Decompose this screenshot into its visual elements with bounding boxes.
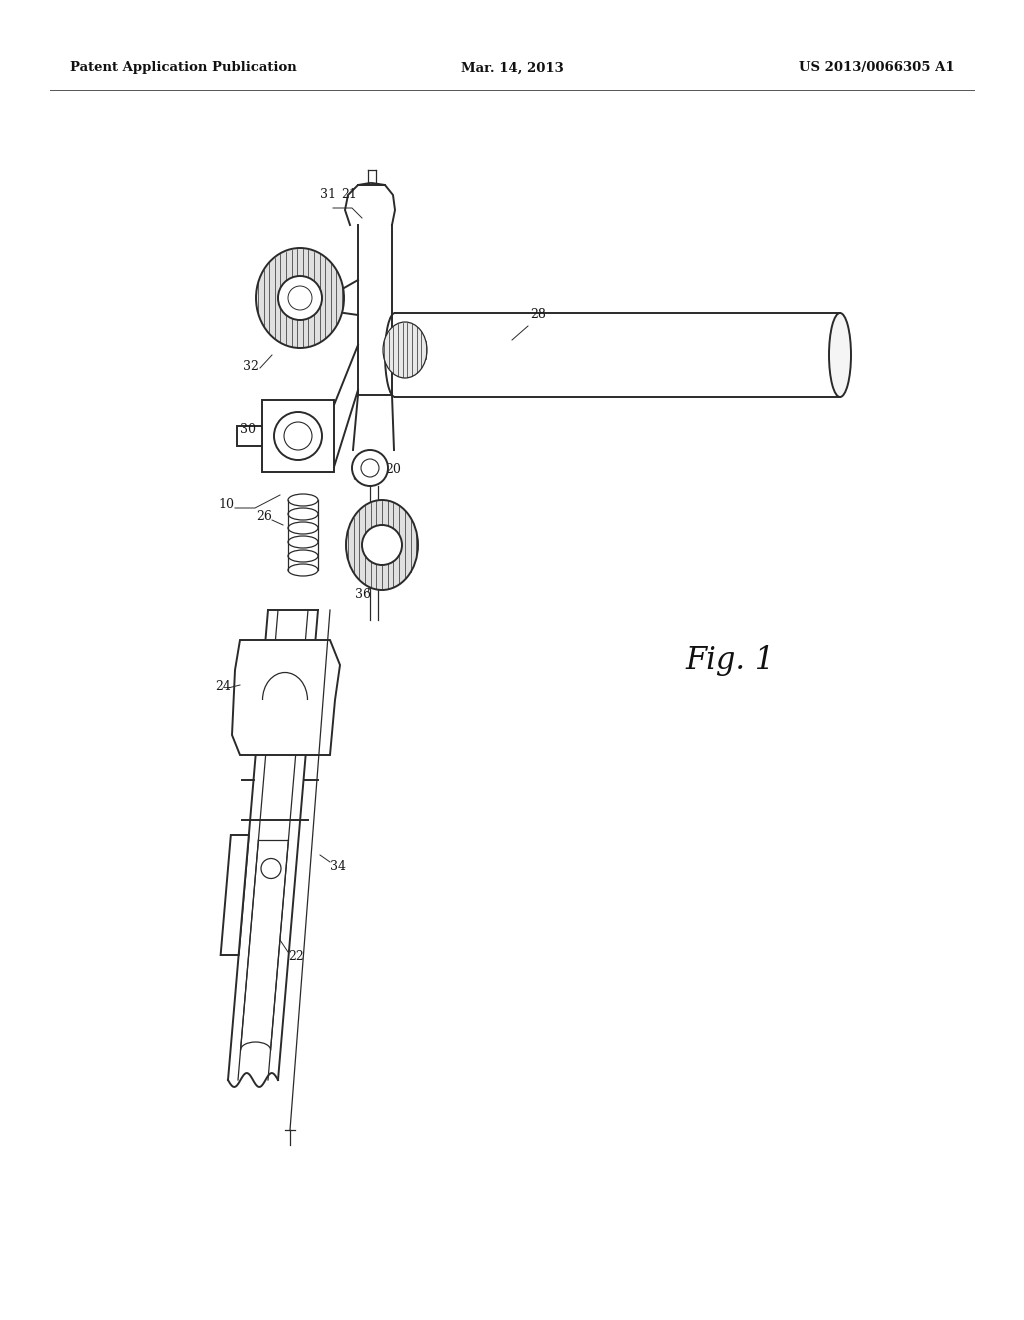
Circle shape [274, 412, 322, 459]
Text: 34: 34 [330, 861, 346, 873]
Circle shape [352, 450, 388, 486]
Text: 31: 31 [319, 187, 336, 201]
Text: 34a: 34a [352, 470, 374, 483]
Circle shape [288, 286, 312, 310]
Text: 36: 36 [355, 587, 371, 601]
Polygon shape [220, 836, 249, 954]
Text: Fig. 1: Fig. 1 [685, 644, 774, 676]
Text: 30: 30 [240, 422, 256, 436]
Ellipse shape [383, 322, 427, 378]
Text: 22: 22 [288, 950, 304, 964]
Text: 24: 24 [215, 680, 230, 693]
Circle shape [362, 525, 402, 565]
Text: 32: 32 [243, 360, 259, 374]
Polygon shape [232, 640, 340, 755]
Text: Mar. 14, 2013: Mar. 14, 2013 [461, 62, 563, 74]
Circle shape [278, 276, 322, 319]
Ellipse shape [829, 313, 851, 397]
Ellipse shape [256, 248, 344, 348]
Ellipse shape [346, 500, 418, 590]
Text: 20: 20 [385, 463, 400, 477]
Text: US 2013/0066305 A1: US 2013/0066305 A1 [800, 62, 955, 74]
Text: 26: 26 [256, 510, 272, 523]
Circle shape [261, 858, 281, 879]
Circle shape [361, 459, 379, 477]
Text: 10: 10 [218, 498, 234, 511]
Text: 28: 28 [530, 308, 546, 321]
Circle shape [284, 422, 312, 450]
Text: Patent Application Publication: Patent Application Publication [70, 62, 297, 74]
Polygon shape [237, 426, 262, 446]
Text: 21: 21 [341, 187, 357, 201]
Polygon shape [262, 400, 334, 473]
